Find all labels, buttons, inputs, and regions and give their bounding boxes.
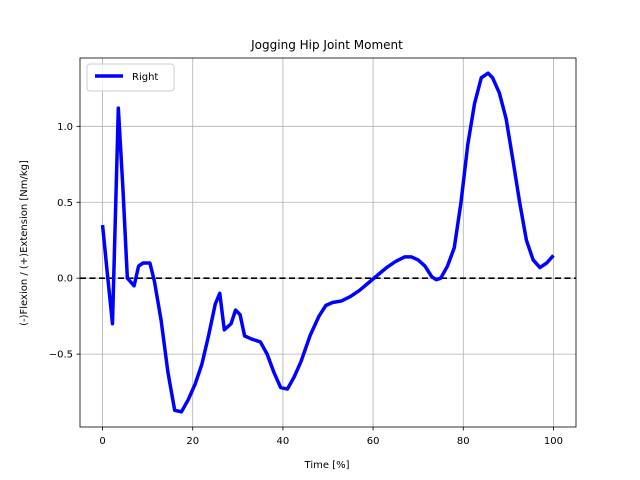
- axes-frame: [79, 57, 577, 428]
- x-axis-label: Time [%]: [304, 460, 350, 471]
- legend: Right: [86, 63, 175, 92]
- x-axis-ticks: 0 20 40 60 80 100: [99, 427, 563, 447]
- x-tick-label: 60: [367, 436, 380, 447]
- plot-area: [79, 57, 577, 428]
- x-tick-label: 80: [457, 436, 470, 447]
- x-tick-label: 0: [99, 436, 105, 447]
- x-tick-label: 20: [186, 436, 199, 447]
- x-tick-label: 100: [544, 436, 563, 447]
- chart-title: Jogging Hip Joint Moment: [250, 38, 403, 52]
- grid: [80, 58, 576, 427]
- y-tick-label: 0.0: [57, 274, 73, 285]
- x-tick-label: 40: [277, 436, 290, 447]
- y-tick-label: 0.5: [57, 198, 73, 209]
- y-tick-label: 1.0: [57, 122, 73, 133]
- series-line-right: [100, 71, 555, 414]
- y-axis-ticks: −0.5 0.0 0.5 1.0: [49, 122, 80, 361]
- series-layer: [100, 71, 555, 414]
- legend-label-right: Right: [132, 72, 158, 83]
- y-tick-label: −0.5: [49, 350, 73, 361]
- y-axis-label: (-)Flexion / (+)Extension [Nm/kg]: [19, 160, 30, 326]
- legend-box: [86, 63, 175, 92]
